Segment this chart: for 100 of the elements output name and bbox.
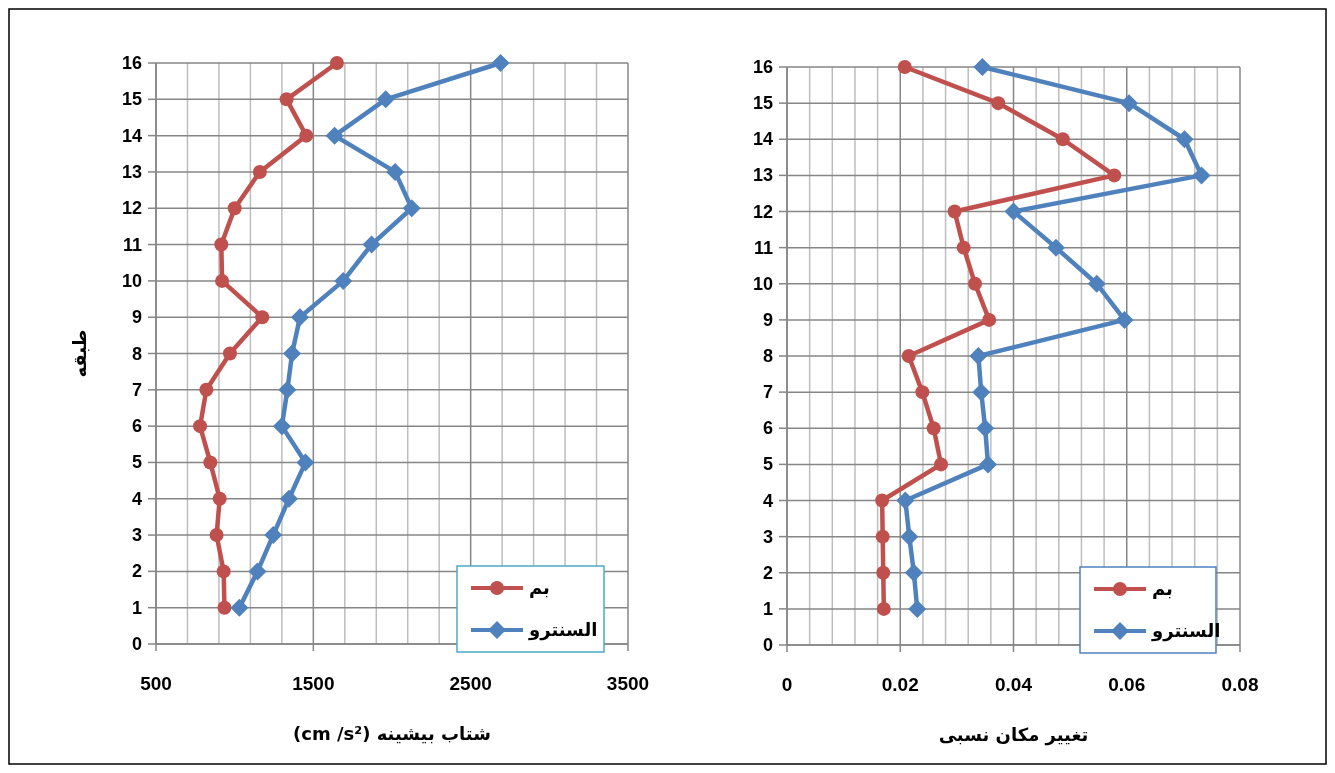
y-tick-label: 16 [121,53,142,73]
point [956,240,971,255]
y-tick-label: 10 [752,273,773,294]
y-tick-label: 15 [121,89,142,110]
y-tick-label: 8 [762,346,773,366]
point [973,58,992,76]
legend-label: بم [529,577,550,598]
y-tick-label: 8 [131,343,142,364]
y-tick-label: 13 [752,165,773,186]
point [296,453,315,472]
point [968,276,982,291]
point [901,349,916,363]
point [203,455,218,470]
point [934,457,949,472]
y-tick-label: 11 [753,237,773,258]
point [972,383,991,402]
point [290,308,309,327]
y-tick-label: 6 [131,416,142,437]
point [926,421,941,436]
point [969,347,988,365]
point [1115,310,1134,329]
y-tick-label: 14 [121,125,142,146]
x-tick-label: 500 [140,673,172,694]
point [896,491,915,510]
point [279,489,298,508]
point [402,199,421,218]
y-tick-label: 9 [762,309,773,330]
point [222,346,237,361]
point [214,237,229,252]
x-tick-label: 0 [781,674,793,695]
point [283,344,302,363]
point [215,273,230,288]
point [325,126,344,145]
point [264,526,283,545]
point [227,201,242,216]
y-tick-label: 12 [121,198,142,219]
x-axis-title: شتاب بیشینه (cm /s²) [293,723,491,744]
x-tick-label: 2500 [449,673,492,694]
point [876,565,891,580]
y-tick-label: 3 [131,525,142,546]
y-tick-label: 12 [752,201,773,222]
y-tick-label: 15 [752,93,773,114]
point [982,312,997,327]
point [230,598,249,617]
y-tick-label: 14 [752,129,773,150]
legend-label: السنترو [1151,620,1221,642]
point [279,92,294,107]
point [947,204,962,219]
point [1046,238,1065,257]
point [255,310,270,325]
y-tick-label: 5 [762,454,773,475]
point [362,235,381,254]
point [875,493,890,508]
point [915,385,930,400]
point [908,599,927,618]
point [976,419,995,438]
point [897,60,912,74]
y-tick-label: 0 [762,635,773,655]
x-tick-label: 3500 [606,673,650,694]
point [1055,132,1070,147]
y-tick-label: 0 [131,634,142,654]
y-tick-label: 7 [762,382,773,403]
x-tick-label: 0.06 [1108,674,1146,695]
point [1120,94,1139,113]
point [272,417,291,436]
point [1175,130,1194,149]
point [209,528,224,543]
x-tick-label: 0.08 [1221,674,1259,695]
y-tick-label: 1 [131,597,142,618]
point [876,601,891,616]
y-tick-label: 4 [762,490,773,511]
point [1107,168,1122,183]
y-tick-label: 7 [131,379,142,400]
point [199,382,214,397]
point [299,128,314,143]
point [1004,202,1023,221]
point [904,563,923,582]
y-axis-title: طبقه [69,329,90,378]
x-axis-title: تغییر مکان نسبی [938,724,1089,746]
y-tick-label: 16 [752,57,773,77]
point [329,56,344,70]
x-tick-label: 0.02 [881,674,919,695]
point [248,562,267,581]
point [386,162,405,181]
legend-label: السنترو [528,619,598,641]
point [376,90,395,109]
y-tick-label: 5 [131,452,142,473]
point [1087,274,1106,293]
point [334,271,353,290]
point [212,491,227,506]
x-tick-label: 1500 [292,673,335,694]
y-tick-label: 4 [131,488,142,509]
y-tick-label: 3 [762,526,773,547]
y-tick-label: 2 [762,562,773,583]
point [252,164,267,179]
y-tick-label: 1 [762,598,773,619]
point [217,600,232,615]
y-tick-label: 10 [121,270,142,291]
point [900,527,919,546]
point [491,54,510,72]
